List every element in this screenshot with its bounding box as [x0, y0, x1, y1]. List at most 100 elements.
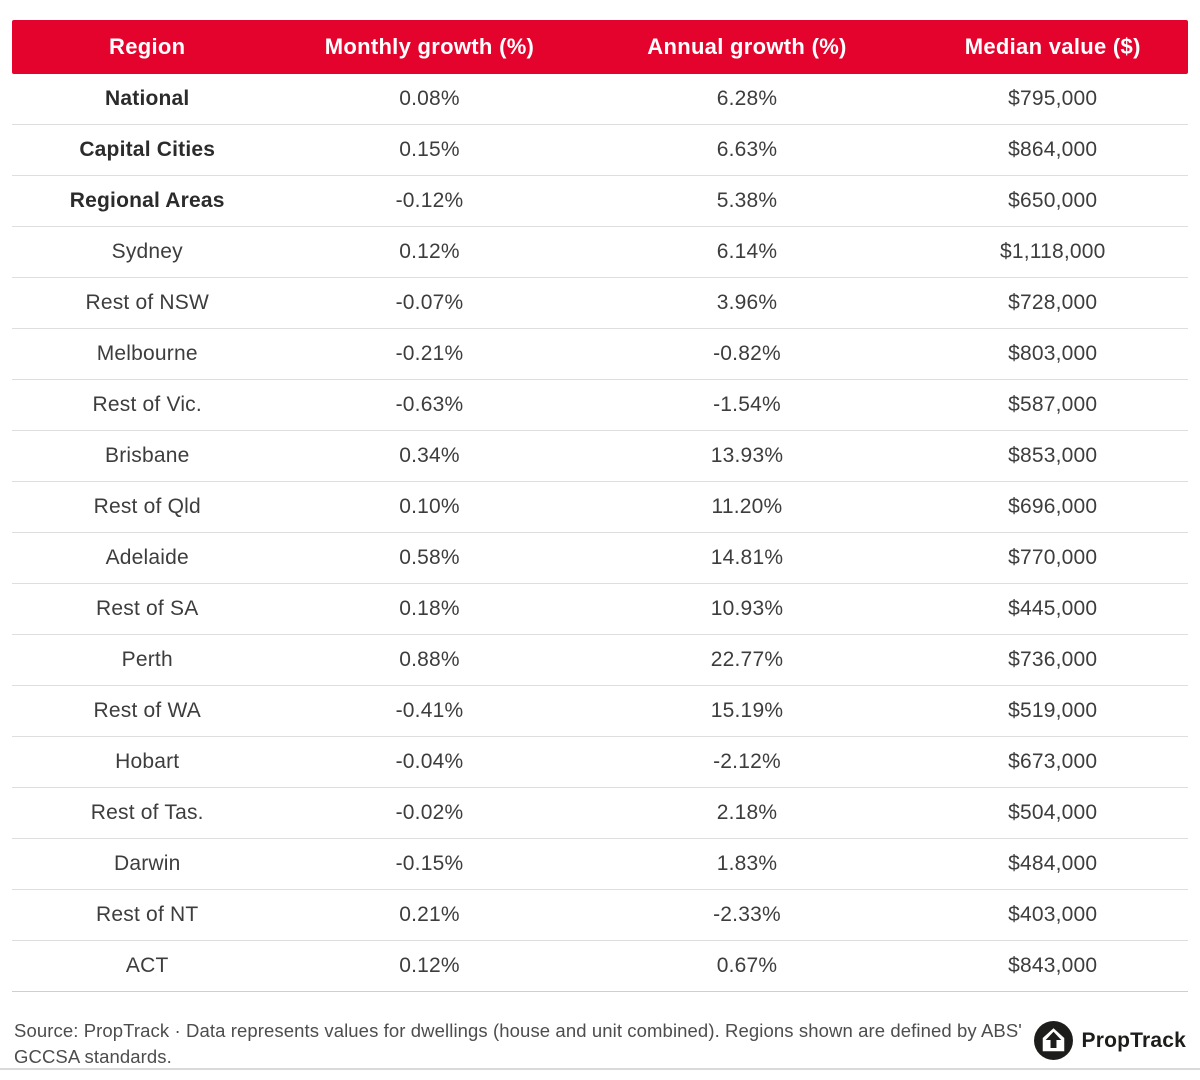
annual-growth-cell: 22.77% — [710, 648, 784, 671]
region-cell: Regional Areas — [69, 189, 225, 212]
column-header-region: Region — [109, 34, 186, 59]
proptrack-house-icon — [1033, 1020, 1074, 1061]
table-row: Hobart -0.04% -2.12% $673,000 — [12, 737, 1188, 788]
table-row: Rest of SA 0.18% 10.93% $445,000 — [12, 584, 1188, 635]
median-value-cell: $803,000 — [1008, 342, 1098, 365]
monthly-growth-cell: -0.15% — [395, 852, 464, 875]
annual-growth-cell: 3.96% — [716, 291, 778, 314]
region-cell: Hobart — [115, 750, 180, 773]
region-cell: Melbourne — [96, 342, 198, 365]
table-row: Darwin -0.15% 1.83% $484,000 — [12, 839, 1188, 890]
growth-table: Region Monthly growth (%) Annual growth … — [12, 20, 1188, 992]
region-cell: ACT — [125, 954, 169, 977]
region-cell: National — [105, 87, 190, 110]
table-row: ACT 0.12% 0.67% $843,000 — [12, 941, 1188, 992]
annual-growth-cell: 15.19% — [710, 699, 784, 722]
table-row: Rest of NT 0.21% -2.33% $403,000 — [12, 890, 1188, 941]
monthly-growth-cell: 0.10% — [399, 495, 460, 518]
annual-growth-cell: 2.18% — [716, 801, 778, 824]
table-body: National 0.08% 6.28% $795,000 Capital Cities… — [12, 74, 1188, 992]
table-header-row: Region Monthly growth (%) Annual growth … — [12, 20, 1188, 74]
table-row: Rest of NSW -0.07% 3.96% $728,000 — [12, 278, 1188, 329]
monthly-growth-cell: -0.07% — [395, 291, 464, 314]
monthly-growth-cell: 0.21% — [399, 903, 460, 926]
median-value-cell: $519,000 — [1008, 699, 1098, 722]
median-value-cell: $504,000 — [1008, 801, 1098, 824]
region-cell: Rest of NT — [96, 903, 199, 926]
footer: Source: PropTrack · Data represents valu… — [12, 1018, 1188, 1070]
bottom-divider — [0, 1067, 1200, 1070]
median-value-cell: $696,000 — [1008, 495, 1098, 518]
table-row: Adelaide 0.58% 14.81% $770,000 — [12, 533, 1188, 584]
annual-growth-cell: 6.63% — [716, 138, 778, 161]
annual-growth-cell: 13.93% — [710, 444, 784, 467]
median-value-cell: $673,000 — [1008, 750, 1098, 773]
median-value-cell: $864,000 — [1008, 138, 1098, 161]
annual-growth-cell: 10.93% — [710, 597, 784, 620]
column-header-median: Median value ($) — [964, 34, 1141, 59]
median-value-cell: $736,000 — [1008, 648, 1098, 671]
monthly-growth-cell: 0.08% — [399, 87, 460, 110]
monthly-growth-cell: -0.02% — [395, 801, 464, 824]
median-value-cell: $403,000 — [1008, 903, 1098, 926]
monthly-growth-cell: 0.12% — [399, 954, 460, 977]
region-cell: Capital Cities — [79, 138, 216, 161]
annual-growth-cell: 11.20% — [711, 495, 783, 518]
median-value-cell: $484,000 — [1008, 852, 1098, 875]
annual-growth-cell: 6.28% — [716, 87, 778, 110]
monthly-growth-cell: -0.04% — [395, 750, 464, 773]
monthly-growth-cell: 0.12% — [399, 240, 460, 263]
median-value-cell: $843,000 — [1008, 954, 1098, 977]
region-cell: Brisbane — [104, 444, 190, 467]
table-row: National 0.08% 6.28% $795,000 — [12, 74, 1188, 125]
table-row: Perth 0.88% 22.77% $736,000 — [12, 635, 1188, 686]
annual-growth-cell: -0.82% — [713, 342, 781, 365]
region-cell: Adelaide — [105, 546, 189, 569]
annual-growth-cell: -2.33% — [713, 903, 781, 926]
source-note: Source: PropTrack · Data represents valu… — [14, 1020, 1022, 1067]
region-cell: Perth — [121, 648, 173, 671]
table-row: Rest of Vic. -0.63% -1.54% $587,000 — [12, 380, 1188, 431]
region-cell: Darwin — [113, 852, 181, 875]
median-value-cell: $795,000 — [1008, 87, 1098, 110]
region-cell: Rest of SA — [96, 597, 199, 620]
annual-growth-cell: -1.54% — [713, 393, 781, 416]
median-value-cell: $728,000 — [1008, 291, 1098, 314]
table-row: Rest of Qld 0.10% 11.20% $696,000 — [12, 482, 1188, 533]
annual-growth-cell: 5.38% — [716, 189, 778, 212]
table-row: Capital Cities 0.15% 6.63% $864,000 — [12, 125, 1188, 176]
region-cell: Rest of Vic. — [92, 393, 202, 416]
monthly-growth-cell: -0.12% — [395, 189, 464, 212]
table-row: Rest of WA -0.41% 15.19% $519,000 — [12, 686, 1188, 737]
region-cell: Sydney — [111, 240, 183, 263]
monthly-growth-cell: -0.41% — [395, 699, 464, 722]
monthly-growth-cell: 0.88% — [399, 648, 460, 671]
median-value-cell: $650,000 — [1008, 189, 1098, 212]
annual-growth-cell: -2.12% — [713, 750, 781, 773]
proptrack-logo: PropTrack — [1033, 1020, 1186, 1061]
column-header-monthly: Monthly growth (%) — [324, 34, 535, 59]
column-header-annual: Annual growth (%) — [647, 34, 847, 59]
annual-growth-cell: 6.14% — [716, 240, 778, 263]
median-value-cell: $445,000 — [1008, 597, 1098, 620]
table-row: Regional Areas -0.12% 5.38% $650,000 — [12, 176, 1188, 227]
region-cell: Rest of Tas. — [90, 801, 204, 824]
median-value-cell: $587,000 — [1008, 393, 1098, 416]
monthly-growth-cell: 0.34% — [399, 444, 460, 467]
proptrack-logo-text: PropTrack — [1081, 1028, 1186, 1052]
table-row: Sydney 0.12% 6.14% $1,118,000 — [12, 227, 1188, 278]
annual-growth-cell: 0.67% — [716, 954, 778, 977]
table-row: Rest of Tas. -0.02% 2.18% $504,000 — [12, 788, 1188, 839]
monthly-growth-cell: 0.15% — [399, 138, 460, 161]
table-row: Melbourne -0.21% -0.82% $803,000 — [12, 329, 1188, 380]
monthly-growth-cell: 0.18% — [399, 597, 460, 620]
median-value-cell: $770,000 — [1008, 546, 1098, 569]
region-cell: Rest of Qld — [93, 495, 201, 518]
annual-growth-cell: 14.81% — [710, 546, 784, 569]
table-row: Brisbane 0.34% 13.93% $853,000 — [12, 431, 1188, 482]
median-value-cell: $1,118,000 — [999, 240, 1106, 263]
median-value-cell: $853,000 — [1008, 444, 1098, 467]
annual-growth-cell: 1.83% — [716, 852, 778, 875]
monthly-growth-cell: -0.63% — [395, 393, 464, 416]
